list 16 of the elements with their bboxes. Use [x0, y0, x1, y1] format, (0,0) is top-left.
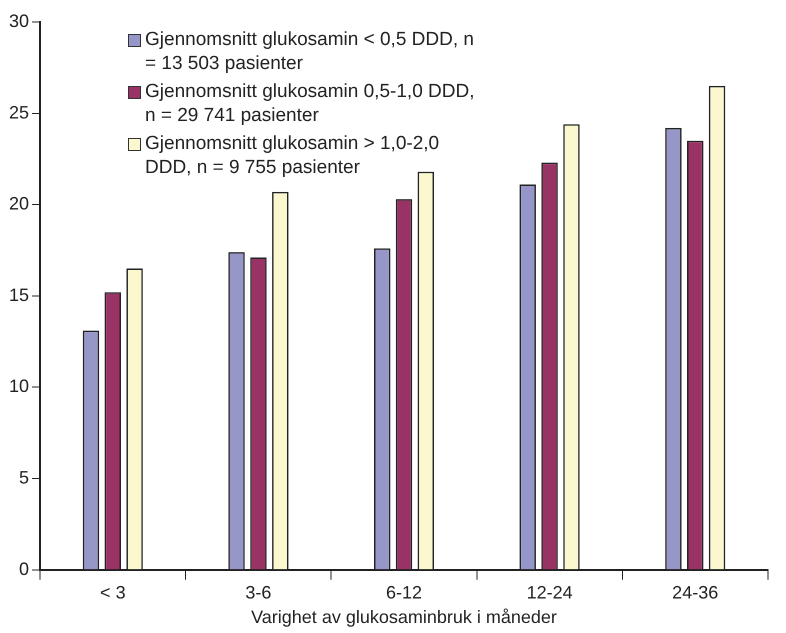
legend-label: Gjennomsnitt glukosamin > 1,0-2,0 DDD, n = 9 755 pasienter	[145, 132, 440, 180]
x-tick-label: 6-12	[386, 582, 422, 603]
y-tick-label: 10	[8, 376, 30, 396]
x-tick-label: 3-6	[245, 582, 272, 603]
x-tick-label: < 3	[100, 582, 126, 603]
x-tick-label: 12-24	[526, 582, 573, 603]
legend-label: Gjennomsnitt glukosamin 0,5-1,0 DDD, n = 29 741 pasienter	[145, 80, 476, 128]
y-tick-label: 25	[8, 102, 30, 122]
y-tick-label: 20	[8, 194, 30, 214]
legend-label: Gjennomsnitt glukosamin < 0,5 DDD, n = 13 503 pasienter	[145, 28, 475, 76]
y-tick-label: 30	[8, 10, 30, 31]
x-tick-label: 24-36	[672, 582, 718, 603]
y-tick-label: 15	[8, 284, 30, 305]
x-axis-title: Varighet av glukosaminbruk i måneder	[251, 607, 557, 628]
y-tick-label: 0	[19, 558, 30, 579]
y-tick-label: 5	[19, 467, 30, 488]
